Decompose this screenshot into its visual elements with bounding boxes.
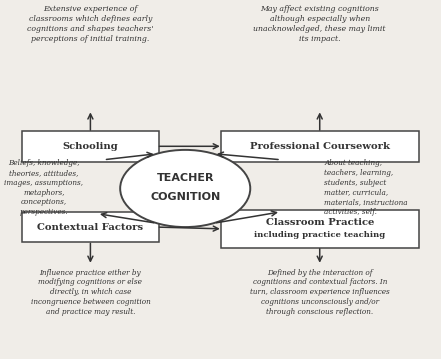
Text: TEACHER: TEACHER (157, 173, 214, 183)
Text: Defined by the interaction of
cognitions and contextual factors. In
turn, classr: Defined by the interaction of cognitions… (250, 269, 389, 316)
Text: Beliefs, knowledge,
theories, attitudes,
images, assumptions,
metaphors,
concept: Beliefs, knowledge, theories, attitudes,… (4, 159, 83, 216)
Text: Schooling: Schooling (63, 142, 118, 151)
Text: including practice teaching: including practice teaching (254, 231, 385, 239)
Text: COGNITION: COGNITION (150, 192, 220, 202)
FancyBboxPatch shape (220, 131, 419, 162)
Text: Influence practice either by
modifying cognitions or else
directly, in which cas: Influence practice either by modifying c… (30, 269, 150, 316)
FancyBboxPatch shape (220, 210, 419, 248)
Text: About teaching,
teachers, learning,
students, subject
matter, curricula,
materia: About teaching, teachers, learning, stud… (324, 159, 408, 216)
Text: Extensive experience of
classrooms which defines early
cognitions and shapes tea: Extensive experience of classrooms which… (27, 5, 153, 43)
Text: Classroom Practice: Classroom Practice (265, 218, 374, 227)
Text: Professional Coursework: Professional Coursework (250, 142, 390, 151)
Text: May affect existing cognitions
although especially when
unacknowledged, these ma: May affect existing cognitions although … (254, 5, 386, 43)
Text: Contextual Factors: Contextual Factors (37, 223, 143, 232)
FancyBboxPatch shape (22, 131, 159, 162)
Ellipse shape (120, 150, 250, 227)
FancyBboxPatch shape (22, 212, 159, 242)
